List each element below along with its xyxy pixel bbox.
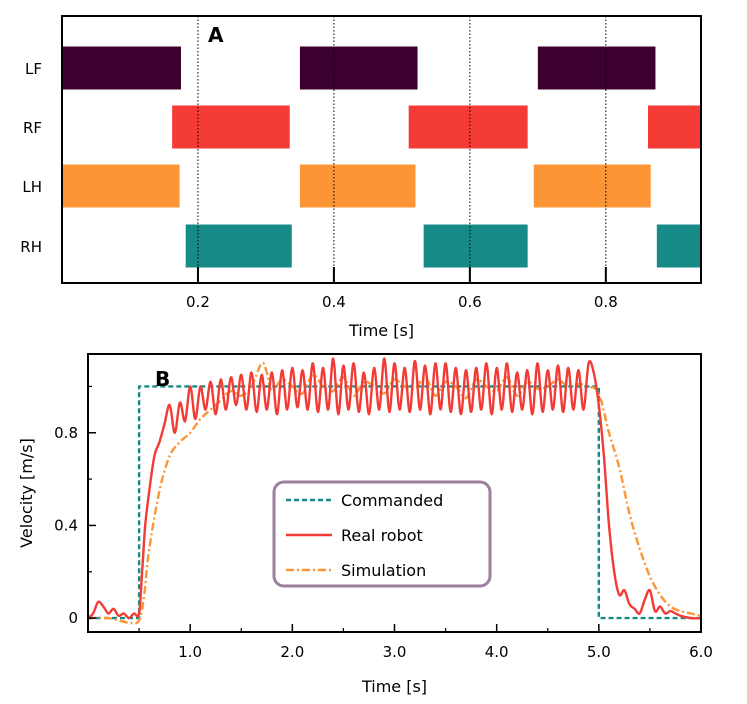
x-tick-label: 0.2 bbox=[186, 293, 210, 311]
panel-a-x-ticks: 0.2 0.4 0.6 0.8 bbox=[186, 267, 618, 311]
gait-bar-lh-3 bbox=[533, 164, 651, 208]
panel-b-y-axis-title: Velocity [m/s] bbox=[17, 438, 36, 548]
panel-a-row-labels: LF RF LH RH bbox=[20, 60, 42, 256]
x-tick-label: 4.0 bbox=[485, 643, 509, 661]
gait-bar-rh-2 bbox=[423, 224, 528, 268]
gait-bar-lf-1 bbox=[62, 46, 181, 90]
panel-b-label: B bbox=[155, 367, 170, 391]
x-tick-label: 0.8 bbox=[594, 293, 618, 311]
y-tick-label: 0 bbox=[68, 609, 78, 627]
gait-bar-rh-3 bbox=[656, 224, 701, 268]
gait-bar-lf-3 bbox=[537, 46, 656, 90]
gait-diagram-panel: 0.2 0.4 0.6 0.8 LF RF LH RH A Time [s] bbox=[20, 15, 702, 340]
gait-bar-rf-3 bbox=[647, 105, 701, 149]
panel-a-label: A bbox=[208, 23, 224, 47]
gait-bar-rf-2 bbox=[408, 105, 528, 149]
legend: Commanded Real robot Simulation bbox=[272, 480, 492, 588]
y-tick-label: 0.8 bbox=[54, 424, 78, 442]
panel-a-x-axis-title: Time [s] bbox=[348, 321, 414, 340]
series-line-real-robot bbox=[87, 357, 702, 620]
panel-b-x-ticks: 1.0 2.0 3.0 4.0 5.0 6.0 bbox=[138, 624, 713, 661]
legend-label-commanded: Commanded bbox=[341, 491, 443, 510]
gait-bar-rh-1 bbox=[185, 224, 292, 268]
series-line-simulation bbox=[87, 361, 702, 625]
x-tick-label: 1.0 bbox=[178, 643, 202, 661]
legend-label-simulation: Simulation bbox=[341, 561, 426, 580]
row-label-lh: LH bbox=[22, 178, 42, 196]
velocity-panel: 1.0 2.0 3.0 4.0 5.0 6.0 0 0.4 0.8 B Time [s] Ve… bbox=[17, 353, 713, 696]
legend-label-real-robot: Real robot bbox=[341, 526, 423, 545]
panel-a-frame bbox=[61, 15, 702, 284]
x-tick-label: 2.0 bbox=[280, 643, 304, 661]
x-tick-label: 0.4 bbox=[322, 293, 346, 311]
gait-bar-lh-1 bbox=[62, 164, 180, 208]
row-label-lf: LF bbox=[25, 60, 42, 78]
gait-bar-lh-2 bbox=[299, 164, 416, 208]
panel-b-y-ticks: 0 0.4 0.8 bbox=[54, 385, 96, 627]
gait-bar-rf-1 bbox=[172, 105, 290, 149]
y-tick-label: 0.4 bbox=[54, 516, 78, 534]
row-label-rf: RF bbox=[23, 119, 42, 137]
velocity-lines bbox=[87, 357, 702, 625]
x-tick-label: 5.0 bbox=[587, 643, 611, 661]
gait-bar-lf-2 bbox=[299, 46, 418, 90]
x-tick-label: 3.0 bbox=[383, 643, 407, 661]
legend-box bbox=[272, 480, 492, 588]
x-tick-label: 0.6 bbox=[458, 293, 482, 311]
dotted-reference-lines bbox=[197, 16, 607, 283]
x-tick-label: 6.0 bbox=[689, 643, 713, 661]
row-label-rh: RH bbox=[20, 238, 42, 256]
gait-bars bbox=[62, 46, 701, 268]
panel-b-x-axis-title: Time [s] bbox=[361, 677, 427, 696]
